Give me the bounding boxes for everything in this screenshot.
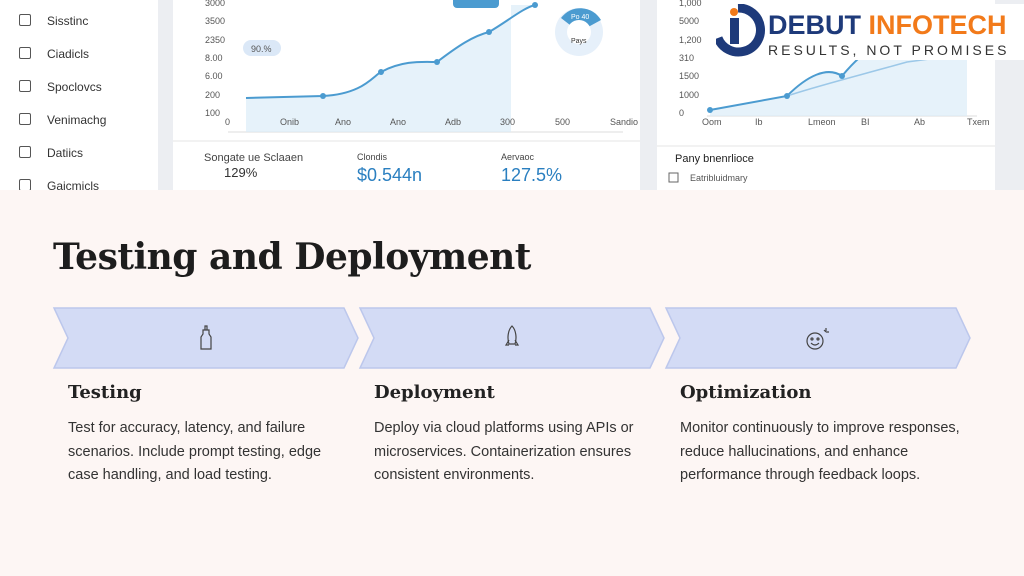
x-tick-label: BI bbox=[861, 117, 870, 127]
sidebar: Sisstinc Ciadicls Spoclovcs Venimachg Datiic… bbox=[0, 0, 158, 190]
logo-tagline: RESULTS, NOT PROMISES bbox=[768, 42, 1010, 58]
stat-label: Songate ue Sclaaen bbox=[204, 152, 304, 164]
sidebar-icon bbox=[19, 146, 31, 158]
y-tick-label: 1,000 bbox=[679, 0, 702, 8]
y-tick-label: 0 bbox=[679, 107, 685, 118]
x-tick-label: 0 bbox=[225, 117, 231, 127]
x-tick-label: Ab bbox=[914, 117, 926, 127]
x-tick-label: 500 bbox=[555, 117, 571, 127]
y-tick-label: 5000 bbox=[679, 16, 700, 27]
x-tick-label: Lmeon bbox=[808, 117, 836, 127]
sidebar-icon bbox=[19, 14, 31, 26]
sidebar-icon bbox=[19, 113, 31, 125]
step-text: Test for accuracy, latency, and failure … bbox=[68, 420, 322, 483]
logo-name: DEBUT bbox=[768, 10, 861, 40]
logo-mark bbox=[716, 4, 765, 57]
sidebar-icon bbox=[19, 80, 31, 92]
donut-label: Pays bbox=[571, 38, 587, 45]
stat-value: 127.5% bbox=[501, 165, 563, 185]
logo-name: INFOTECH bbox=[868, 10, 1007, 40]
x-tick-label: Onib bbox=[280, 117, 300, 127]
step: Testing Test for accuracy, latency, and f… bbox=[68, 382, 348, 488]
chart1-drawing bbox=[173, 0, 640, 142]
step-text: Monitor continuously to improve response… bbox=[680, 420, 960, 483]
panel-title: Pany bnenrlioce bbox=[675, 153, 754, 165]
y-tick-label: 6.00 bbox=[205, 71, 223, 82]
y-tick-label: 2350 bbox=[205, 34, 226, 45]
sidebar-item: Gaicmicls bbox=[47, 179, 100, 190]
process-chevrons bbox=[52, 307, 971, 369]
sidebar-item: Sisstinc bbox=[47, 14, 89, 28]
y-tick-label: 1500 bbox=[679, 71, 700, 82]
y-tick-label: 3000 bbox=[205, 0, 226, 8]
x-tick-label: Ano bbox=[390, 117, 407, 127]
x-tick-label: Ano bbox=[335, 117, 352, 127]
sidebar-item: Venimachg bbox=[47, 113, 107, 127]
dashboard-image: Sisstinc Ciadicls Spoclovcs Venimachg Datiic… bbox=[0, 0, 1024, 190]
stat-label: Aervaoc bbox=[501, 152, 535, 162]
x-tick-label: Sandio bbox=[610, 117, 639, 127]
bubble-label: 90.% bbox=[251, 44, 272, 54]
y-tick-label: 100 bbox=[205, 107, 221, 118]
stat-value: 129% bbox=[224, 165, 258, 180]
y-tick-label: 1,200 bbox=[679, 34, 702, 45]
step: Deployment Deploy via cloud platforms usi… bbox=[374, 382, 654, 488]
slide-title: Testing and Deployment bbox=[53, 236, 531, 278]
y-tick-label: 310 bbox=[679, 52, 695, 63]
y-tick-label: 1000 bbox=[679, 89, 700, 100]
step-heading: Testing bbox=[68, 382, 142, 403]
y-tick-label: 3500 bbox=[205, 16, 226, 27]
chart-panel: 3000 3500 2350 8.00 6.00 200 100 0 Onib Ano Ano Adb… bbox=[173, 0, 640, 190]
x-tick-label: 300 bbox=[500, 117, 516, 127]
x-tick-label: Oom bbox=[702, 117, 722, 127]
y-tick-label: 200 bbox=[205, 89, 221, 100]
sidebar-icon bbox=[19, 179, 31, 190]
stat-value: $0.544n bbox=[357, 165, 423, 185]
sidebar-icon bbox=[19, 47, 31, 59]
sidebar-item: Spoclovcs bbox=[47, 80, 102, 94]
step: Optimization Monitor continuously to impr… bbox=[680, 382, 960, 488]
step-text: Deploy via cloud platforms using APIs or… bbox=[374, 420, 634, 483]
x-tick-label: Ib bbox=[755, 117, 763, 127]
y-tick-label: 8.00 bbox=[205, 52, 223, 63]
step-heading: Optimization bbox=[680, 382, 812, 403]
donut-label: Po 40 bbox=[571, 14, 590, 21]
sidebar-item: Datiics bbox=[47, 146, 84, 160]
x-tick-label: Adb bbox=[445, 117, 462, 127]
stat-label: Clondis bbox=[357, 152, 388, 162]
logo: DEBUT INFOTECH RESULTS, NOT PROMISES bbox=[716, 4, 1024, 60]
step-heading: Deployment bbox=[374, 382, 495, 403]
sidebar-item: Ciadicls bbox=[47, 47, 90, 61]
x-tick-label: Txem bbox=[967, 117, 990, 127]
panel-subtitle: Eatribluidmary bbox=[690, 173, 748, 183]
